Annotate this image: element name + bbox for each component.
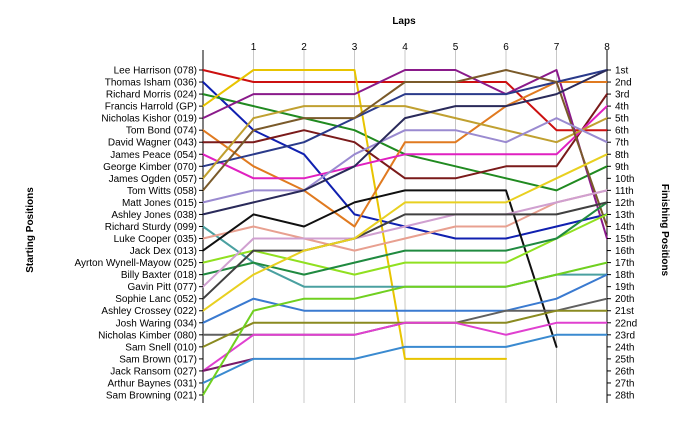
starting-position-label: Matt Jones (015) xyxy=(122,198,197,209)
starting-position-label: Tom Witts (058) xyxy=(127,186,197,197)
starting-position-label: Thomas Isham (036) xyxy=(105,78,197,89)
finishing-position-label: 24th xyxy=(615,342,634,353)
finishing-position-label: 2nd xyxy=(615,78,632,89)
starting-position-label: Sam Brown (017) xyxy=(119,354,197,365)
finishing-position-label: 25th xyxy=(615,354,634,365)
series-line xyxy=(202,153,608,312)
starting-position-label: James Ogden (057) xyxy=(109,174,197,185)
finishing-position-label: 19th xyxy=(615,282,634,293)
series-line xyxy=(202,69,608,168)
finishing-position-label: 27th xyxy=(615,378,634,389)
finishing-position-label: 4th xyxy=(615,102,629,113)
starting-position-label: Ayrton Wynell-Mayow (025) xyxy=(74,258,197,269)
x-tick-label: 2 xyxy=(301,42,307,53)
starting-position-label: Gavin Pitt (077) xyxy=(128,282,197,293)
finishing-position-label: 13th xyxy=(615,210,634,221)
starting-position-label: Nicholas Kishor (019) xyxy=(101,114,197,125)
starting-position-label: Sam Snell (010) xyxy=(125,342,197,353)
series-line xyxy=(202,93,608,180)
starting-position-label: Richard Morris (024) xyxy=(106,90,197,101)
x-tick-label: 8 xyxy=(604,42,610,53)
finishing-position-label: 1st xyxy=(615,66,629,77)
x-tick-label: 4 xyxy=(402,42,408,53)
x-axis-title: Laps xyxy=(392,16,416,27)
starting-position-label: Lee Harrison (078) xyxy=(114,66,197,77)
series-layer xyxy=(202,69,608,396)
finishing-position-label: 8th xyxy=(615,150,629,161)
series-line xyxy=(202,117,608,204)
starting-position-label: Richard Sturdy (099) xyxy=(105,222,197,233)
starting-position-label: Josh Waring (034) xyxy=(116,318,197,329)
finishing-position-label: 28th xyxy=(615,391,634,402)
starting-position-label: Billy Baxter (018) xyxy=(121,270,197,281)
finishing-position-label: 7th xyxy=(615,138,629,149)
series-line xyxy=(202,213,608,276)
starting-position-label: Arthur Baynes (031) xyxy=(108,378,198,389)
starting-position-label: George Kimber (070) xyxy=(103,162,197,173)
series-line xyxy=(202,261,608,396)
finishing-position-label: 18th xyxy=(615,270,634,281)
series-line xyxy=(202,189,608,288)
axis-labels: 1 2 3 4 5 6 7 8 Lee Harrison (078)Thomas Isham (… xyxy=(74,42,637,402)
finishing-position-label: 14th xyxy=(615,222,634,233)
x-tick-label: 7 xyxy=(554,42,560,53)
series-line xyxy=(202,321,608,372)
finishing-position-label: 9th xyxy=(615,162,629,173)
finishing-position-label: 26th xyxy=(615,366,634,377)
finishing-position-label: 5th xyxy=(615,114,629,125)
series-line xyxy=(202,81,608,228)
finishing-position-label: 17th xyxy=(615,258,634,269)
starting-position-label: Francis Harrold (GP) xyxy=(105,102,197,113)
finishing-position-label: 20th xyxy=(615,294,634,305)
starting-position-label: Sophie Lanc (052) xyxy=(115,294,197,305)
x-tick-label: 1 xyxy=(251,42,257,53)
series-line xyxy=(202,273,608,324)
starting-position-label: Ashley Crossey (022) xyxy=(101,306,197,317)
finishing-position-label: 6th xyxy=(615,126,629,137)
starting-position-label: Nicholas Kimber (080) xyxy=(98,330,197,341)
series-line xyxy=(202,357,255,372)
x-tick-label: 3 xyxy=(352,42,358,53)
starting-position-label: Jack Ransom (027) xyxy=(110,366,197,377)
series-line xyxy=(202,69,507,360)
finishing-position-label: 10th xyxy=(615,174,634,185)
series-line xyxy=(202,189,608,252)
series-line xyxy=(202,105,608,180)
starting-position-label: Jack Dex (013) xyxy=(130,246,197,257)
x-tick-label: 6 xyxy=(503,42,509,53)
finishing-position-label: 12th xyxy=(615,198,634,209)
finishing-position-label: 23rd xyxy=(615,330,635,341)
left-axis-title: Starting Positions xyxy=(25,187,36,273)
series-line xyxy=(202,69,608,228)
starting-position-label: David Wagner (043) xyxy=(108,138,197,149)
finishing-position-label: 22nd xyxy=(615,318,637,329)
finishing-position-label: 15th xyxy=(615,234,634,245)
x-tick-label: 5 xyxy=(453,42,459,53)
starting-position-label: Tom Bond (074) xyxy=(126,126,197,137)
grid xyxy=(202,50,608,403)
series-line xyxy=(202,189,558,348)
right-axis-title: Finishing Positions xyxy=(659,184,670,277)
finishing-position-label: 11th xyxy=(615,186,634,197)
starting-position-label: Ashley Jones (038) xyxy=(111,210,197,221)
starting-position-label: James Peace (054) xyxy=(110,150,197,161)
series-line xyxy=(202,69,608,216)
starting-position-label: Sam Browning (021) xyxy=(106,391,197,402)
series-line xyxy=(202,105,608,180)
finishing-position-label: 16th xyxy=(615,246,634,257)
series-line xyxy=(202,333,608,384)
series-line xyxy=(202,201,608,300)
starting-position-label: Luke Cooper (035) xyxy=(114,234,197,245)
finishing-position-label: 3rd xyxy=(615,90,629,101)
finishing-position-label: 21st xyxy=(615,306,634,317)
